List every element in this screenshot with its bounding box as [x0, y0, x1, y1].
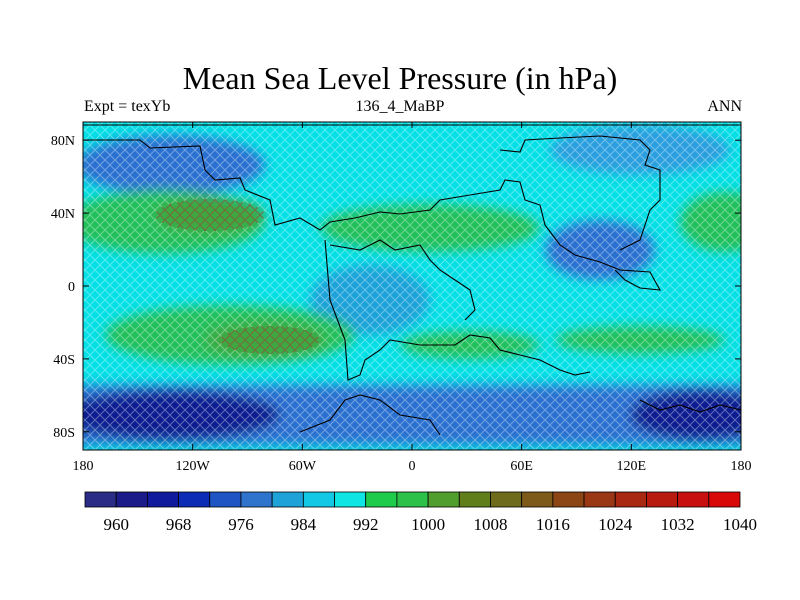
colorbar-label: 984 — [291, 515, 317, 534]
colorbar-label: 1000 — [411, 515, 445, 534]
colorbar-label: 1016 — [536, 515, 570, 534]
y-tick-label: 80S — [53, 426, 75, 441]
colorbar-swatch — [677, 491, 710, 508]
age-label: 136_4_MaBP — [355, 98, 445, 115]
x-tick-label: 180 — [731, 459, 752, 474]
y-axis: 80N 40N 0 40S 80S — [51, 134, 741, 441]
north-continent-coast — [83, 139, 661, 291]
colorbar-swatch — [552, 491, 585, 508]
colorbar-label: 1008 — [473, 515, 507, 534]
colorbar-swatch — [209, 491, 242, 508]
y-tick-label: 40S — [53, 353, 75, 368]
colorbar-label: 1024 — [598, 515, 633, 534]
colorbar-label: 1032 — [661, 515, 695, 534]
colorbar-label: 992 — [353, 515, 379, 534]
x-tick-label: 120W — [176, 459, 211, 474]
colorbar-swatch — [583, 491, 616, 508]
colorbar-swatch — [302, 491, 335, 508]
colorbar-swatch — [427, 491, 460, 508]
y-tick-label: 40N — [51, 207, 75, 222]
season-label: ANN — [707, 98, 742, 115]
x-tick-label: 180 — [73, 459, 94, 474]
y-tick-label: 0 — [68, 280, 75, 295]
x-tick-label: 60E — [510, 459, 533, 474]
colorbar-swatch — [240, 491, 273, 508]
southeast-coast — [639, 399, 741, 413]
colorbar-swatch — [146, 491, 179, 508]
x-tick-label: 120E — [617, 459, 647, 474]
colorbar-swatch — [646, 491, 679, 508]
map-title: Mean Sea Level Pressure (in hPa) — [182, 60, 618, 96]
north-interior-outline — [499, 135, 661, 251]
colorbar-swatch — [490, 491, 523, 508]
colorbar-label: 968 — [166, 515, 192, 534]
colorbar-label: 1040 — [723, 515, 757, 534]
colorbar-swatch — [708, 491, 741, 508]
antarctic-coast — [299, 394, 441, 436]
colorbar-swatch — [396, 491, 429, 508]
x-tick-label: 0 — [409, 459, 416, 474]
colorbar-swatch — [614, 491, 647, 508]
x-axis: 180 120W 60W 0 60E 120E 180 — [73, 122, 752, 474]
colorbar-swatch — [84, 491, 117, 508]
colorbar-label: 976 — [228, 515, 254, 534]
gondwana-interior-coast — [329, 239, 476, 321]
colorbar-swatch — [365, 491, 398, 508]
y-tick-label: 80N — [51, 134, 75, 149]
coastlines — [83, 124, 741, 436]
colorbar-swatch — [458, 491, 491, 508]
pressure-field — [83, 122, 741, 450]
colorbar-swatch — [271, 491, 304, 508]
colorbar-swatch — [521, 491, 554, 508]
x-tick-label: 60W — [289, 459, 317, 474]
experiment-label: Expt = texYb — [84, 98, 171, 115]
colorbar-label: 960 — [103, 515, 129, 534]
colorbar-swatch — [178, 491, 211, 508]
colorbar-swatch — [334, 491, 367, 508]
gondwana-coast — [324, 239, 591, 381]
colorbar-swatch — [115, 491, 148, 508]
colorbar: 960 968 976 984 992 1000 1008 1016 1024 1032 1040 — [84, 491, 757, 534]
